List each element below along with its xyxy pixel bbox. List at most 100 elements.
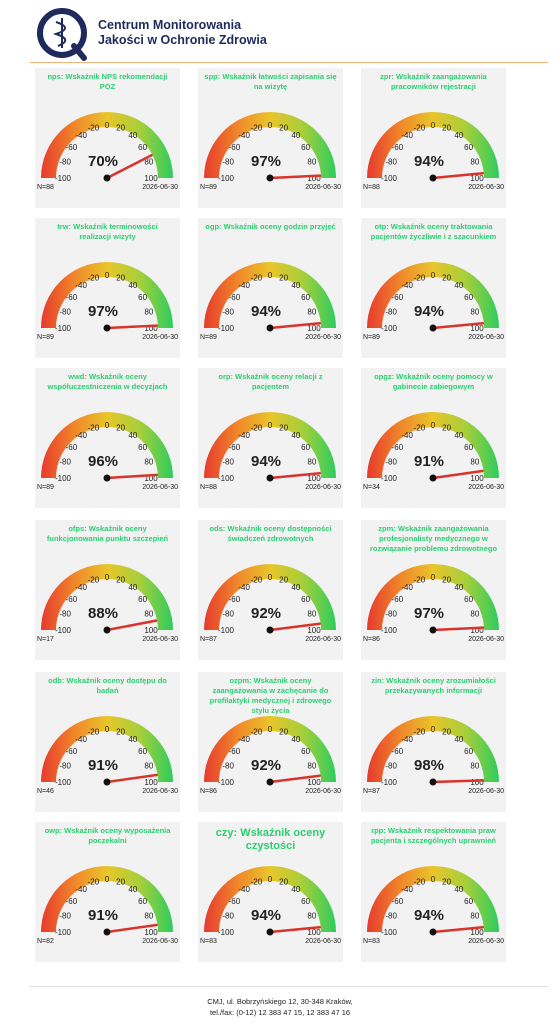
gauge-tick-label: 0 <box>268 271 273 280</box>
gauge-date: 2026-06-30 <box>142 636 178 643</box>
gauge-tick-label: 20 <box>279 124 288 133</box>
gauge-tick-label: -60 <box>392 143 404 152</box>
gauge-title: wwd: Wskaźnik oceny współuczestniczenia … <box>47 372 168 391</box>
gauge-title: czy: Wskaźnik oceny czystości <box>215 827 326 852</box>
gauge-value: 70% <box>88 153 118 170</box>
gauge-arc <box>367 262 499 328</box>
gauge-tick-label: 0 <box>431 875 436 884</box>
gauge-tick-label: -20 <box>88 274 100 283</box>
gauge-card: orp: Wskaźnik oceny relacji z pacjentem -… <box>198 368 343 508</box>
gauge-tick-label: 60 <box>464 143 473 152</box>
gauge-tick-label: 100 <box>144 474 158 483</box>
gauge-needle <box>105 324 159 330</box>
gauge-tick-label: 100 <box>470 778 484 787</box>
gauge-value: 97% <box>88 303 118 320</box>
gauge-tick-label: -40 <box>75 281 87 290</box>
gauge-tick-label: 40 <box>291 281 300 290</box>
gauge-tick-label: 60 <box>301 747 310 756</box>
gauge-tick-label: 80 <box>307 762 316 771</box>
gauge-tick-label: 40 <box>291 431 300 440</box>
gauge-tick-label: 80 <box>307 308 316 317</box>
gauge-tick-label: 60 <box>138 293 147 302</box>
gauge-n: N=89 <box>363 334 380 341</box>
gauge-date: 2026-06-30 <box>142 938 178 945</box>
gauge-title: trw: Wskaźnik terminowości realizacji wi… <box>57 222 158 241</box>
gauge-arc <box>41 564 173 630</box>
gauge-tick-label: -20 <box>251 274 263 283</box>
gauge-tick-label: -40 <box>401 131 413 140</box>
gauge-tick-label: 20 <box>279 274 288 283</box>
gauge-tick-label: -60 <box>392 595 404 604</box>
gauge-date: 2026-06-30 <box>142 484 178 491</box>
gauge-tick-label: -80 <box>59 158 71 167</box>
gauge-tick-label: -60 <box>392 897 404 906</box>
header-line: Jakości w Ochronie Zdrowia <box>98 33 267 47</box>
gauge-tick-label: 20 <box>116 576 125 585</box>
gauge-tick-label: 60 <box>301 897 310 906</box>
gauge-tick-label: 100 <box>470 626 484 635</box>
gauge-pivot <box>266 928 274 936</box>
gauge-title: odb: Wskaźnik oceny dostępu do badań <box>48 676 167 695</box>
gauge-tick-label: -80 <box>59 762 71 771</box>
gauge-tick-label: -20 <box>414 728 426 737</box>
gauge-title: opgz: Wskaźnik oceny pomocy w gabinecie … <box>374 372 493 391</box>
gauge-tick-label: 60 <box>464 595 473 604</box>
gauge-card: zpr: Wskaźnik zaangażowania pracowników … <box>361 68 506 208</box>
gauge-date: 2026-06-30 <box>305 636 341 643</box>
gauge-tick-label: 40 <box>291 583 300 592</box>
gauge-tick-label: 60 <box>138 143 147 152</box>
gauge-tick-label: 40 <box>291 735 300 744</box>
gauge-tick-label: 100 <box>307 474 321 483</box>
gauge-tick-label: 100 <box>470 474 484 483</box>
gauge-card: trw: Wskaźnik terminowości realizacji wi… <box>35 218 180 358</box>
gauge-needle <box>268 774 321 784</box>
gauge-tick-label: -80 <box>385 458 397 467</box>
gauge-tick-label: -80 <box>385 762 397 771</box>
gauge-arc <box>41 412 173 478</box>
gauge-tick-label: -60 <box>229 443 241 452</box>
gauge-tick-label: 20 <box>279 878 288 887</box>
gauge-tick-label: -80 <box>222 912 234 921</box>
gauge-tick-label: 20 <box>442 728 451 737</box>
gauge-card: ogp: Wskaźnik oceny godzin przyjęć -100 -8… <box>198 218 343 358</box>
gauge-tick-label: 80 <box>307 610 316 619</box>
gauge-tick-label: 80 <box>307 158 316 167</box>
gauge-arc <box>41 716 173 782</box>
header-rule <box>30 62 548 63</box>
gauge-date: 2026-06-30 <box>142 184 178 191</box>
gauge-value: 97% <box>414 605 444 622</box>
gauge-tick-label: 20 <box>116 728 125 737</box>
gauge-tick-label: 20 <box>116 424 125 433</box>
gauge-tick-label: 0 <box>431 271 436 280</box>
gauge-tick-label: -80 <box>222 610 234 619</box>
gauge-tick-label: 80 <box>144 458 153 467</box>
gauge-pivot <box>103 626 111 634</box>
gauge-needle <box>268 926 322 934</box>
gauge-tick-label: -100 <box>218 474 235 483</box>
gauge-needle <box>268 174 322 180</box>
gauge-title: ogp: Wskaźnik oceny godzin przyjęć <box>205 222 336 231</box>
gauge-tick-label: 100 <box>144 626 158 635</box>
gauge-tick-label: 100 <box>470 174 484 183</box>
gauge-tick-label: -100 <box>55 778 72 787</box>
gauge-tick-label: 20 <box>442 576 451 585</box>
gauge-n: N=17 <box>37 636 54 643</box>
gauge-arc <box>204 716 336 782</box>
gauge-date: 2026-06-30 <box>142 788 178 795</box>
gauge-tick-label: -20 <box>414 576 426 585</box>
gauge-date: 2026-06-30 <box>305 938 341 945</box>
gauge-tick-label: 40 <box>128 431 137 440</box>
gauge-tick-label: 40 <box>128 281 137 290</box>
gauge-pivot <box>103 778 111 786</box>
footer-line: CMJ, ul. Bobrzyńskiego 12, 30-348 Kraków… <box>207 997 353 1006</box>
gauge-arc <box>204 564 336 630</box>
gauge-tick-label: -60 <box>66 443 78 452</box>
gauge-tick-label: -60 <box>392 747 404 756</box>
gauge-tick-label: 60 <box>464 897 473 906</box>
gauge-tick-label: 80 <box>470 308 479 317</box>
gauge-needle <box>431 926 485 934</box>
